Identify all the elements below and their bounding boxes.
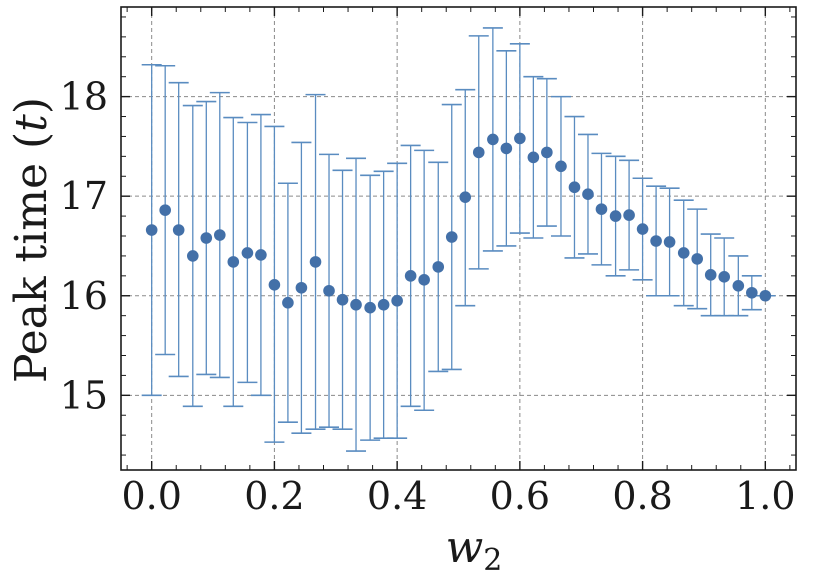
x-tick-label: 0.6 xyxy=(490,474,550,518)
y-tick-label: 18 xyxy=(60,75,108,119)
data-point xyxy=(309,256,322,268)
data-point xyxy=(663,236,676,248)
data-point xyxy=(391,294,403,307)
data-point xyxy=(609,210,622,222)
data-point xyxy=(459,191,472,203)
data-point xyxy=(472,146,485,159)
data-point xyxy=(555,160,567,173)
data-point xyxy=(677,247,690,259)
data-point xyxy=(404,270,417,282)
data-point xyxy=(445,231,458,243)
data-point xyxy=(432,261,445,273)
data-point xyxy=(186,250,199,262)
y-tick-label: 15 xyxy=(60,373,108,417)
data-point xyxy=(323,284,335,297)
data-point xyxy=(145,224,158,236)
plot-frame xyxy=(120,6,797,471)
data-point xyxy=(500,142,513,155)
data-point xyxy=(527,151,540,164)
data-point xyxy=(746,286,758,299)
x-tick-label: 0.8 xyxy=(612,474,672,518)
x-tick-label: 0.2 xyxy=(244,474,304,518)
x-tick-label: 0.0 xyxy=(121,474,181,518)
data-point xyxy=(691,253,704,265)
y-axis-label: Peak time (t) xyxy=(6,97,57,383)
data-point xyxy=(732,279,745,292)
data-point xyxy=(172,224,185,236)
x-tick-label: 1.0 xyxy=(735,474,795,518)
x-axis-label-subscript: 2 xyxy=(483,543,502,578)
data-point xyxy=(268,279,281,291)
data-point xyxy=(636,223,649,235)
data-point xyxy=(364,301,376,314)
x-tick-label: 0.4 xyxy=(367,474,427,518)
data-point xyxy=(241,247,254,259)
data-point xyxy=(350,298,362,311)
data-point xyxy=(377,298,390,311)
data-point xyxy=(282,296,294,309)
data-point xyxy=(227,256,240,268)
data-point xyxy=(418,274,430,286)
data-point xyxy=(541,146,553,159)
data-point xyxy=(200,232,213,244)
data-point xyxy=(595,203,608,215)
y-tick-label: 17 xyxy=(60,174,108,218)
data-point xyxy=(718,271,731,283)
data-point xyxy=(487,133,499,146)
error-bars xyxy=(141,27,776,452)
x-axis-label: w2 xyxy=(446,522,503,578)
y-tick-label: 16 xyxy=(60,274,108,318)
data-points xyxy=(145,132,772,314)
data-point xyxy=(650,235,662,247)
data-point xyxy=(336,293,349,306)
data-point xyxy=(514,132,526,145)
data-point xyxy=(704,269,717,281)
data-point xyxy=(582,188,594,200)
tick-labels: 0.0 0.2 0.4 0.6 0.8 1.0 15 16 17 18 xyxy=(60,75,796,518)
data-point xyxy=(295,281,308,294)
y-axis-label-variable: t xyxy=(6,114,57,132)
data-point xyxy=(213,229,226,241)
data-point xyxy=(623,209,635,221)
data-point xyxy=(568,181,581,194)
ticks xyxy=(121,7,796,470)
data-point xyxy=(159,204,171,216)
data-point xyxy=(255,249,267,261)
data-point xyxy=(759,289,772,302)
